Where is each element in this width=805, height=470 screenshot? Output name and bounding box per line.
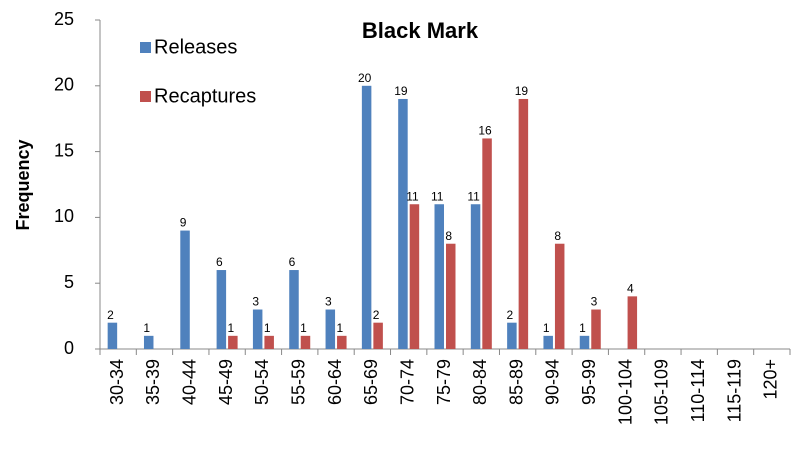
data-label: 20 [358, 71, 372, 85]
y-tick-label: 25 [54, 9, 74, 29]
y-tick-label: 0 [64, 338, 74, 358]
y-tick-label: 10 [54, 206, 74, 226]
data-label: 1 [336, 321, 343, 335]
bar [180, 230, 190, 349]
x-tick-label: 95-99 [579, 359, 599, 405]
bar [264, 335, 274, 349]
bar [300, 335, 311, 349]
bar [579, 335, 590, 349]
y-tick-label: 15 [54, 140, 74, 160]
legend-swatch [140, 42, 151, 53]
bar [482, 138, 492, 349]
data-label: 11 [467, 189, 480, 203]
bar [325, 309, 336, 349]
y-tick-label: 5 [64, 272, 74, 292]
bar [507, 322, 517, 349]
x-tick-label: 90-94 [543, 359, 563, 405]
x-tick-label: 50-54 [252, 359, 272, 405]
data-label: 1 [143, 321, 150, 335]
data-label: 19 [394, 84, 408, 98]
x-tick-label: 100-104 [615, 359, 635, 425]
data-label: 2 [373, 308, 380, 322]
data-label: 1 [579, 321, 586, 335]
bar [591, 309, 601, 349]
bar [518, 98, 529, 350]
data-label: 3 [325, 295, 332, 309]
x-tick-label: 30-34 [107, 359, 127, 405]
y-axis-label: Frequency [13, 139, 33, 230]
bar [337, 335, 347, 349]
data-label: 8 [445, 229, 452, 243]
data-label: 3 [252, 295, 259, 309]
data-label: 1 [228, 321, 235, 335]
x-tick-label: 40-44 [180, 359, 200, 405]
bar [143, 335, 154, 349]
x-tick-label: 35-39 [143, 359, 163, 405]
bar [252, 309, 263, 349]
legend-label: Releases [154, 36, 237, 58]
legend-swatch [140, 91, 151, 102]
data-label: 4 [627, 282, 634, 296]
x-tick-label: 75-79 [434, 359, 454, 405]
bar [228, 335, 238, 349]
bar [434, 204, 444, 349]
x-tick-label: 80-84 [470, 359, 490, 405]
bar [107, 322, 118, 349]
x-tick-label: 70-74 [397, 359, 417, 405]
bar [543, 335, 553, 349]
data-label: 3 [591, 295, 598, 309]
x-tick-label: 115-119 [724, 359, 744, 422]
data-label: 16 [478, 124, 492, 138]
data-label: 6 [289, 255, 296, 269]
data-label: 1 [543, 321, 550, 335]
data-label: 19 [515, 84, 529, 98]
data-label: 1 [264, 321, 271, 335]
legend-label: Recaptures [154, 85, 256, 107]
x-tick-label: 120+ [761, 359, 781, 400]
x-tick-label: 45-49 [216, 359, 236, 405]
bar [361, 85, 372, 350]
x-tick-label: 85-89 [506, 359, 526, 405]
bar [398, 98, 408, 350]
y-tick-label: 20 [54, 75, 74, 95]
x-tick-label: 65-69 [361, 359, 381, 405]
chart-title: Black Mark [362, 18, 479, 43]
data-label: 11 [431, 189, 444, 203]
data-label: 1 [300, 321, 307, 335]
x-tick-label: 105-109 [652, 359, 672, 425]
data-label: 11 [406, 189, 419, 203]
bar [446, 243, 456, 349]
x-tick-label: 55-59 [288, 359, 308, 405]
bar [216, 270, 227, 349]
data-label: 2 [107, 308, 114, 322]
data-label: 8 [554, 229, 561, 243]
bar [373, 322, 383, 349]
data-label: 6 [216, 255, 223, 269]
data-label: 9 [180, 216, 187, 230]
bar [627, 296, 638, 349]
bar [554, 243, 565, 349]
x-tick-label: 110-114 [688, 359, 708, 422]
bar [289, 270, 299, 349]
bar [470, 204, 481, 349]
bar [409, 204, 420, 349]
x-tick-label: 60-64 [325, 359, 345, 405]
data-label: 2 [507, 308, 514, 322]
